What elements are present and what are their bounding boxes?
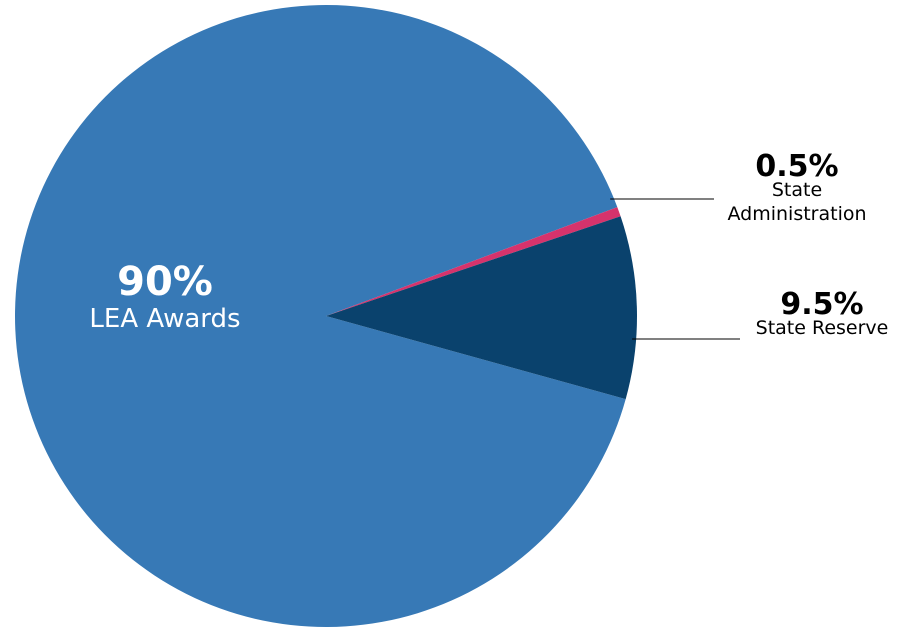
slice-label-state-administration-line-2: Administration	[727, 203, 866, 225]
slice-label-state-administration-line-1: State	[772, 179, 822, 201]
pie-slice-lea-awards	[15, 4, 626, 627]
leader-lines	[610, 198, 740, 340]
slice-percent-state-reserve: 9.5%	[780, 287, 863, 322]
pie-slice-state-reserve	[326, 216, 637, 400]
slice-label-lea-awards: LEA Awards	[89, 304, 240, 334]
slice-percent-state-administration: 0.5%	[755, 149, 838, 184]
slice-percent-lea-awards: 90%	[117, 259, 213, 305]
pie-slices	[15, 4, 637, 627]
pie-slice-state-administration	[326, 207, 621, 316]
slice-label-state-reserve: State Reserve	[756, 317, 889, 339]
